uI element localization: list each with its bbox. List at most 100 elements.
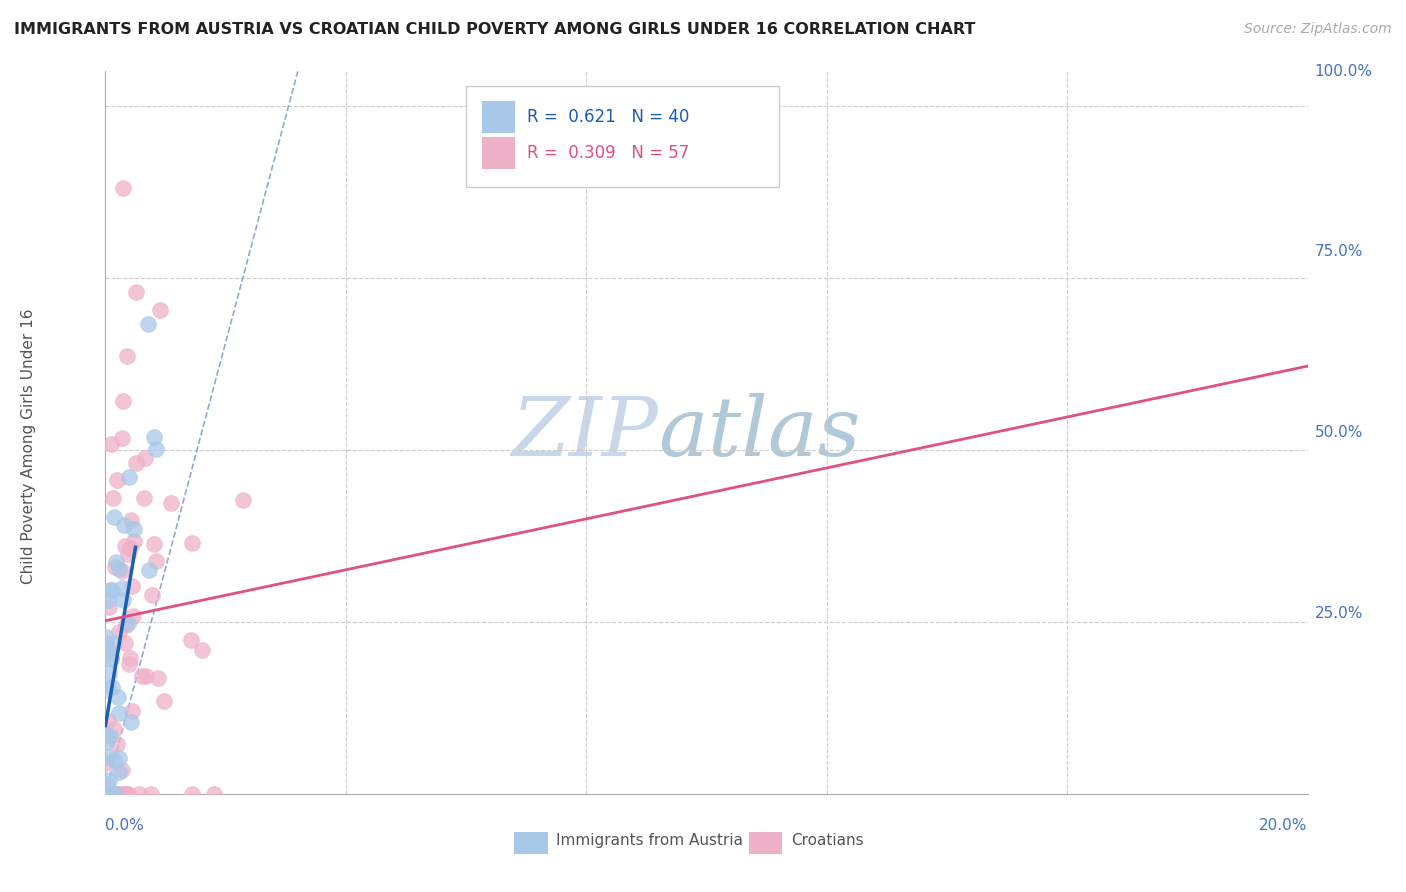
Point bbox=[118, 657, 141, 671]
Point bbox=[111, 394, 134, 409]
Point bbox=[143, 429, 166, 443]
Point bbox=[112, 593, 135, 607]
Point bbox=[138, 317, 160, 331]
Point bbox=[101, 680, 124, 694]
Point bbox=[96, 777, 118, 791]
Point bbox=[108, 706, 131, 720]
Point bbox=[111, 564, 134, 578]
Point bbox=[97, 683, 120, 698]
Point bbox=[107, 690, 129, 704]
Point bbox=[232, 493, 254, 508]
Text: 25.0%: 25.0% bbox=[1315, 606, 1362, 621]
Point bbox=[97, 787, 120, 801]
Point bbox=[124, 285, 146, 299]
Bar bbox=[748, 832, 782, 854]
Point bbox=[134, 451, 156, 466]
Point bbox=[100, 582, 122, 597]
Point bbox=[105, 473, 128, 487]
Point bbox=[121, 579, 143, 593]
Point bbox=[110, 787, 132, 801]
Point bbox=[97, 749, 120, 764]
Point bbox=[148, 671, 170, 685]
Point bbox=[141, 787, 163, 801]
Point bbox=[108, 624, 131, 639]
Point bbox=[107, 787, 129, 801]
Point bbox=[111, 581, 134, 595]
Point bbox=[122, 609, 145, 624]
Text: 0.0%: 0.0% bbox=[105, 818, 145, 832]
Bar bbox=[515, 832, 548, 854]
Point bbox=[101, 583, 124, 598]
Point bbox=[97, 599, 120, 614]
Point bbox=[104, 559, 127, 574]
Text: Source: ZipAtlas.com: Source: ZipAtlas.com bbox=[1244, 22, 1392, 37]
Text: R =  0.621   N = 40: R = 0.621 N = 40 bbox=[527, 108, 690, 126]
Text: 100.0%: 100.0% bbox=[1315, 64, 1372, 78]
FancyBboxPatch shape bbox=[465, 86, 779, 187]
Point bbox=[149, 302, 172, 317]
Point bbox=[97, 787, 120, 801]
Point bbox=[115, 349, 138, 363]
Point bbox=[101, 491, 124, 505]
Point bbox=[114, 539, 136, 553]
Point bbox=[97, 665, 120, 680]
Point bbox=[97, 772, 120, 787]
Point bbox=[117, 787, 139, 801]
Point bbox=[145, 442, 167, 456]
Point bbox=[103, 722, 125, 736]
Bar bbox=[482, 136, 516, 169]
Point bbox=[181, 787, 204, 801]
Point bbox=[118, 470, 141, 484]
Point bbox=[128, 787, 150, 801]
Point bbox=[114, 787, 136, 801]
Text: Child Poverty Among Girls Under 16: Child Poverty Among Girls Under 16 bbox=[21, 309, 35, 583]
Point bbox=[105, 787, 128, 801]
Point bbox=[97, 641, 120, 656]
Point bbox=[202, 787, 225, 801]
Point bbox=[124, 522, 146, 536]
Point bbox=[105, 737, 128, 751]
Point bbox=[96, 787, 118, 801]
Text: IMMIGRANTS FROM AUSTRIA VS CROATIAN CHILD POVERTY AMONG GIRLS UNDER 16 CORRELATI: IMMIGRANTS FROM AUSTRIA VS CROATIAN CHIL… bbox=[14, 22, 976, 37]
Point bbox=[117, 547, 139, 561]
Point bbox=[97, 592, 120, 607]
Point bbox=[121, 704, 143, 718]
Point bbox=[120, 714, 142, 729]
Text: R =  0.309   N = 57: R = 0.309 N = 57 bbox=[527, 144, 690, 162]
Text: ZIP: ZIP bbox=[512, 392, 658, 473]
Point bbox=[97, 714, 120, 728]
Point bbox=[100, 729, 122, 743]
Point bbox=[94, 728, 117, 742]
Text: 50.0%: 50.0% bbox=[1315, 425, 1362, 440]
Point bbox=[131, 669, 153, 683]
Point bbox=[94, 636, 117, 650]
Text: 20.0%: 20.0% bbox=[1260, 818, 1308, 832]
Point bbox=[118, 541, 141, 555]
Point bbox=[107, 562, 129, 576]
Point bbox=[114, 636, 136, 650]
Point bbox=[103, 636, 125, 650]
Point bbox=[97, 643, 120, 657]
Point bbox=[111, 764, 134, 778]
Point bbox=[181, 535, 204, 549]
Point bbox=[100, 436, 122, 450]
Point bbox=[160, 496, 183, 510]
Text: atlas: atlas bbox=[658, 392, 860, 473]
Point bbox=[115, 787, 138, 801]
Point bbox=[143, 537, 166, 551]
Point bbox=[117, 615, 139, 630]
Text: Immigrants from Austria: Immigrants from Austria bbox=[557, 833, 744, 848]
Point bbox=[114, 787, 136, 801]
Point bbox=[114, 518, 136, 533]
Point bbox=[97, 787, 120, 801]
Point bbox=[94, 734, 117, 748]
Point bbox=[125, 456, 148, 470]
Point bbox=[103, 753, 125, 767]
Point bbox=[153, 694, 176, 708]
Point bbox=[115, 617, 138, 632]
Point bbox=[96, 756, 118, 770]
Bar bbox=[482, 101, 516, 133]
Text: 75.0%: 75.0% bbox=[1315, 244, 1362, 260]
Point bbox=[191, 642, 214, 657]
Point bbox=[138, 563, 160, 577]
